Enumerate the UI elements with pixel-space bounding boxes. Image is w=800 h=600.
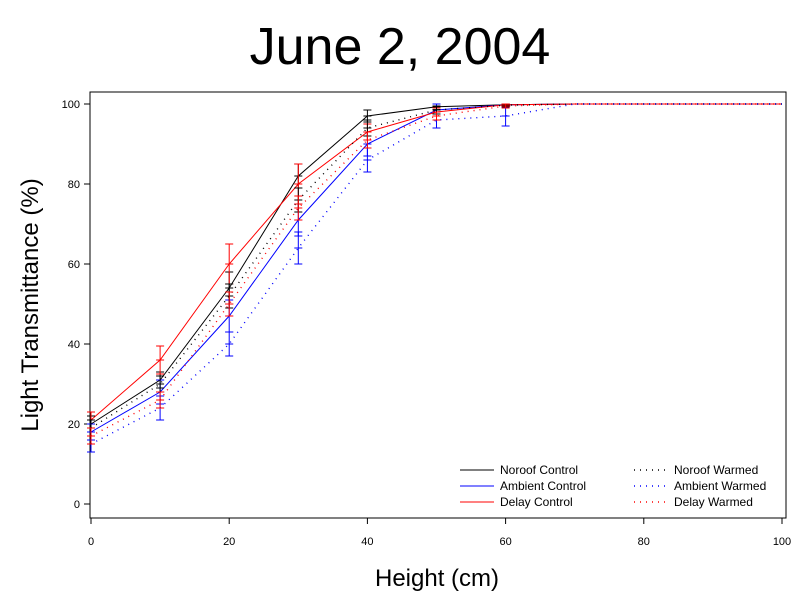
x-tick-label: 80: [638, 536, 650, 548]
x-axis-label: Height (cm): [375, 565, 499, 592]
legend-label: Delay Control: [500, 495, 573, 509]
series-lines: [90, 103, 782, 445]
series-line-noroof-control: [90, 103, 782, 425]
y-tick-label: 80: [68, 179, 80, 191]
x-tick-label: 40: [361, 536, 373, 548]
y-axis-ticks: 0 20 40 60 80 100: [62, 99, 90, 511]
y-tick-label: 40: [68, 339, 80, 351]
x-tick-label: 20: [223, 536, 235, 548]
legend: Noroof Control Ambient Control Delay Contr…: [460, 463, 766, 509]
x-tick-label: 0: [88, 536, 94, 548]
legend-label: Noroof Warmed: [674, 463, 758, 477]
plot-frame: [89, 91, 787, 519]
legend-label: Noroof Control: [500, 463, 578, 477]
series-line-delay-warmed: [90, 103, 782, 437]
legend-label: Ambient Warmed: [674, 479, 766, 493]
x-tick-label: 100: [773, 536, 791, 548]
legend-label: Ambient Control: [500, 479, 586, 493]
series-line-delay-control: [90, 103, 782, 421]
series-line-ambient-control: [90, 103, 782, 433]
y-tick-label: 0: [74, 499, 80, 511]
legend-label: Delay Warmed: [674, 495, 753, 509]
y-axis-label: Light Transmittance (%): [17, 178, 44, 431]
y-tick-label: 20: [68, 419, 80, 431]
series-line-ambient-warmed: [90, 103, 782, 445]
y-tick-label: 100: [62, 99, 80, 111]
series-line-noroof-warmed: [90, 103, 782, 429]
error-bars: [87, 103, 510, 453]
chart-title: June 2, 2004: [250, 18, 551, 76]
x-axis-ticks: 0 20 40 60 80 100: [88, 518, 791, 548]
y-tick-label: 60: [68, 259, 80, 271]
x-tick-label: 60: [499, 536, 511, 548]
